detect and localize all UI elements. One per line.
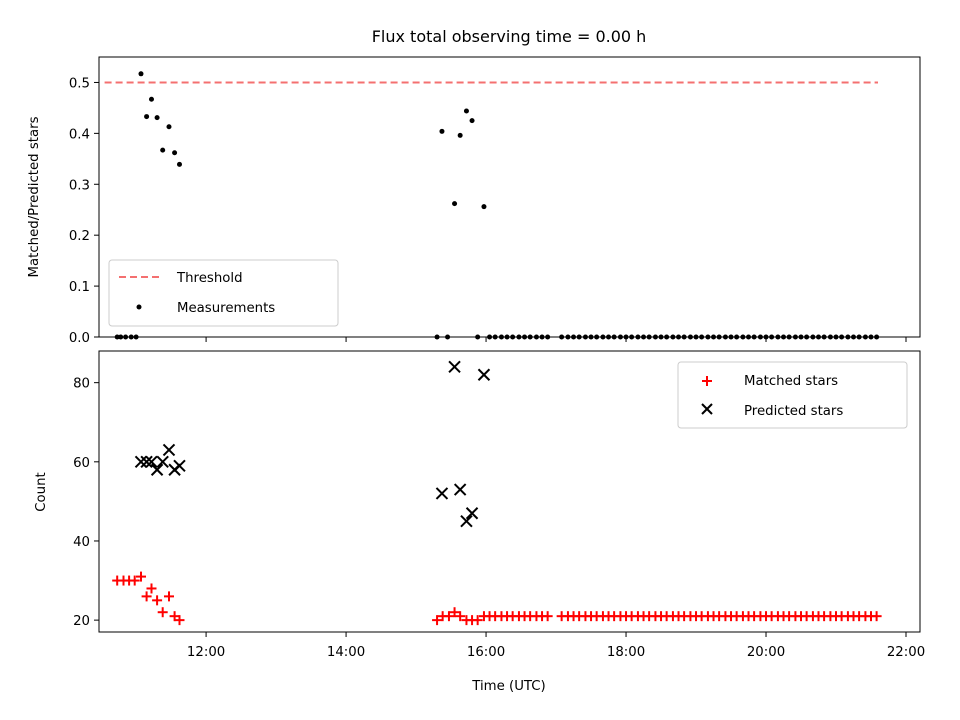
matched-stars-point bbox=[455, 611, 466, 622]
measurement-point bbox=[138, 71, 144, 77]
bottom-plot-area bbox=[112, 360, 882, 626]
bottom-y-tick-label: 20 bbox=[73, 614, 90, 629]
predicted-stars-point-b bbox=[460, 514, 473, 528]
measurement-point bbox=[160, 147, 166, 153]
x-axis-label: Time (UTC) bbox=[471, 679, 546, 694]
predicted-stars-point-b bbox=[150, 463, 164, 476]
threshold-legend-label: Threshold bbox=[176, 271, 243, 286]
matched-stars-point bbox=[174, 615, 185, 626]
predicted-stars-point bbox=[448, 360, 461, 374]
x-tick-label: 22:00 bbox=[887, 645, 925, 660]
measurement-point bbox=[144, 114, 150, 120]
matched-stars-point bbox=[152, 595, 163, 606]
measurement-point bbox=[481, 204, 487, 210]
top-y-tick-label: 0.2 bbox=[69, 229, 90, 244]
measurement-point bbox=[154, 115, 160, 121]
predicted-stars-point-b bbox=[453, 483, 467, 496]
predicted-stars-point bbox=[156, 455, 169, 469]
matched-stars-point bbox=[146, 583, 157, 594]
predicted-stars-point-b bbox=[465, 507, 479, 520]
predicted-stars-legend-label: Predicted stars bbox=[744, 404, 843, 419]
bottom-panel: 20 40 60 80 12:00 14:00 16:00 18:00 20:00 22:00 C… bbox=[34, 350, 925, 694]
predicted-stars-point bbox=[150, 463, 164, 476]
measurement-point bbox=[148, 96, 154, 102]
measurements-legend-label: Measurements bbox=[177, 301, 275, 316]
predicted-stars-point-b bbox=[162, 443, 176, 457]
bottom-legend: Matched stars Predicted stars bbox=[677, 361, 908, 429]
predicted-stars-point-b bbox=[156, 455, 169, 469]
matched-stars-point bbox=[129, 575, 140, 586]
measurement-point bbox=[452, 201, 458, 207]
measurement-point bbox=[172, 150, 178, 156]
predicted-stars-point bbox=[460, 514, 473, 528]
top-panel: 0.0 0.1 0.2 0.3 0.4 0.5 Matched/Predicted sta… bbox=[27, 56, 921, 346]
measurement-point bbox=[439, 128, 445, 134]
predicted-stars-point-b bbox=[140, 455, 153, 469]
matched-stars-point bbox=[135, 571, 146, 582]
top-y-axis-label: Matched/Predicted stars bbox=[27, 116, 42, 277]
matched-stars-point bbox=[443, 611, 454, 622]
predicted-stars-point bbox=[173, 459, 186, 472]
matched-stars-point bbox=[542, 611, 553, 622]
measurement-point bbox=[463, 108, 469, 114]
predicted-stars-point bbox=[477, 368, 491, 381]
top-y-tick-label: 0.0 bbox=[69, 331, 90, 346]
predicted-stars-point-b bbox=[173, 459, 186, 472]
x-tick-label: 16:00 bbox=[467, 645, 505, 660]
predicted-stars-point bbox=[162, 443, 176, 457]
measurement-point bbox=[469, 118, 475, 124]
predicted-stars-point-b bbox=[134, 455, 148, 469]
x-tick-label: 20:00 bbox=[747, 645, 785, 660]
bottom-legend-box bbox=[677, 361, 908, 429]
x-tick-label: 18:00 bbox=[607, 645, 645, 660]
bottom-y-tick-label: 80 bbox=[73, 377, 90, 392]
matched-stars-point bbox=[141, 591, 152, 602]
predicted-stars-point bbox=[453, 483, 467, 496]
predicted-stars-legend-swatch bbox=[701, 403, 713, 415]
measurement-point bbox=[176, 161, 182, 167]
predicted-stars-point bbox=[145, 455, 158, 469]
bottom-y-tick-label: 60 bbox=[73, 456, 90, 471]
matched-stars-point bbox=[163, 591, 174, 602]
bottom-y-tick-label: 40 bbox=[73, 535, 90, 550]
matched-stars-point bbox=[449, 607, 460, 618]
measurements-legend-swatch bbox=[136, 304, 142, 310]
bottom-axes-frame bbox=[98, 350, 921, 633]
top-legend: Threshold Measurements bbox=[108, 259, 339, 327]
predicted-stars-point-b bbox=[145, 455, 158, 469]
matched-stars-legend-label: Matched stars bbox=[744, 374, 838, 389]
predicted-stars-point bbox=[134, 455, 148, 469]
matched-stars-legend-swatch bbox=[702, 376, 712, 386]
top-y-tick-label: 0.5 bbox=[69, 76, 90, 91]
predicted-stars-point bbox=[435, 487, 449, 500]
measurement-point bbox=[166, 124, 172, 130]
top-y-tick-label: 0.4 bbox=[69, 127, 90, 142]
x-tick-label: 12:00 bbox=[187, 645, 225, 660]
top-y-tick-label: 0.1 bbox=[69, 280, 90, 295]
predicted-stars-point-b bbox=[477, 368, 491, 381]
matched-stars-point bbox=[472, 615, 483, 626]
matched-stars-point bbox=[432, 615, 443, 626]
matched-stars-point bbox=[157, 607, 168, 618]
x-tick-label: 14:00 bbox=[327, 645, 365, 660]
matched-stars-point bbox=[871, 611, 882, 622]
bottom-y-axis-label: Count bbox=[34, 472, 49, 512]
top-legend-box bbox=[108, 259, 339, 327]
predicted-stars-point-b bbox=[448, 360, 461, 374]
top-axes-frame bbox=[98, 56, 921, 338]
predicted-stars-point bbox=[465, 507, 479, 520]
measurement-point bbox=[457, 132, 463, 138]
chart-title: Flux total observing time = 0.00 h bbox=[372, 27, 647, 46]
predicted-stars-point-b bbox=[435, 487, 449, 500]
predicted-stars-point bbox=[140, 455, 153, 469]
top-y-tick-label: 0.3 bbox=[69, 178, 90, 193]
